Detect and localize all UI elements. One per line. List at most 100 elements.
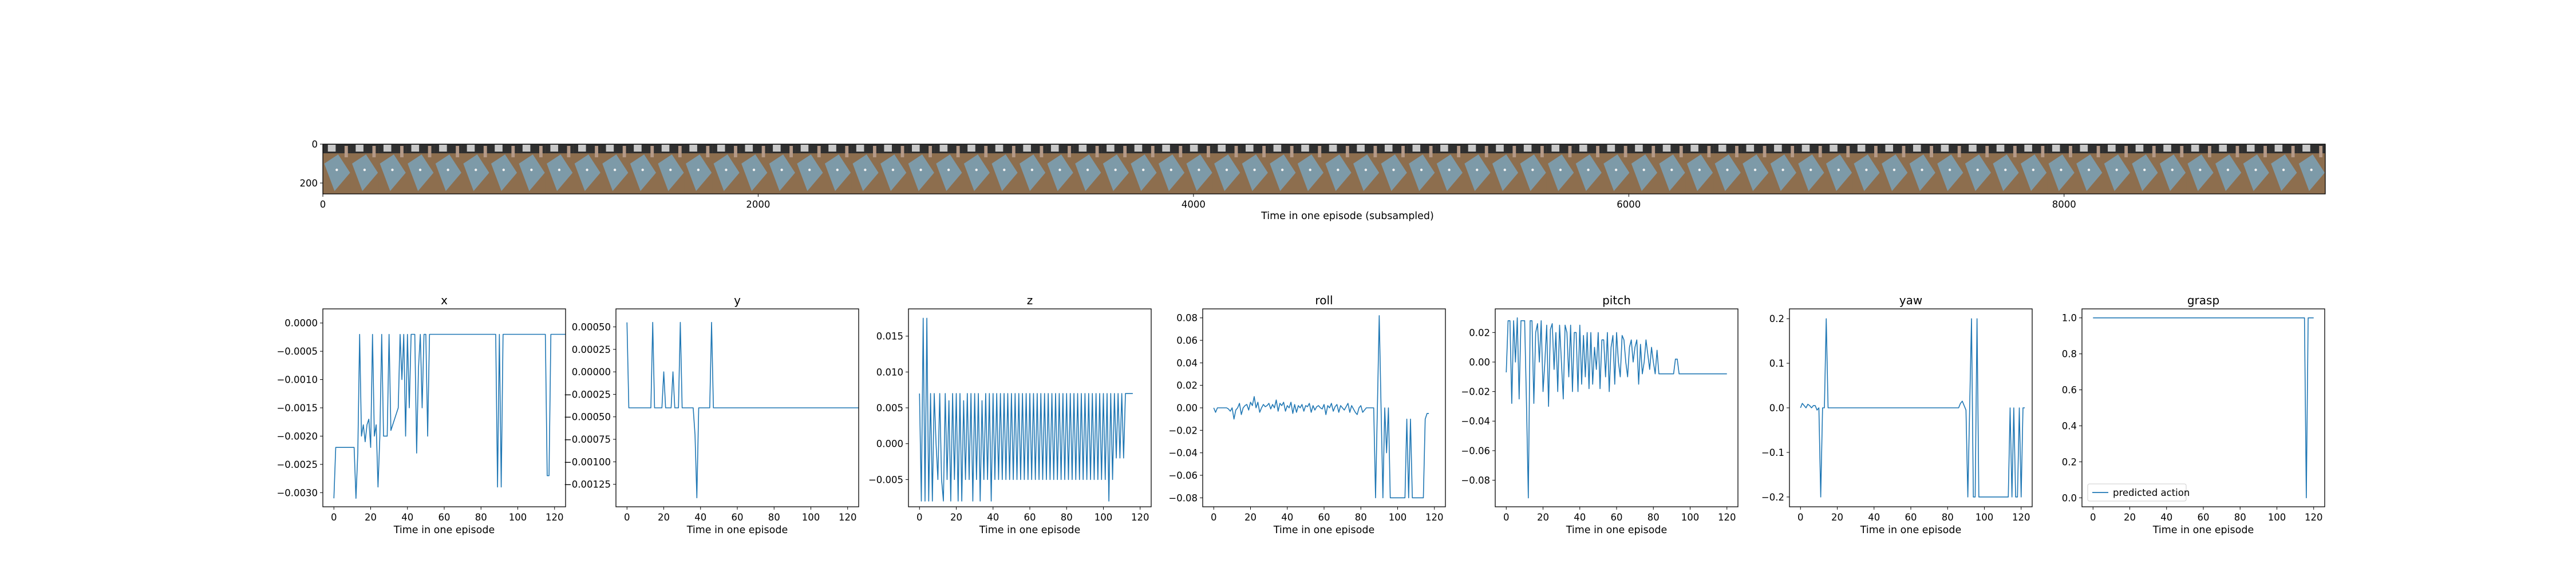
- x-tick-label: 80: [768, 512, 780, 523]
- strip-frame: [1630, 144, 1658, 194]
- x-tick-label: 60: [1611, 512, 1623, 523]
- x-tick-label: 40: [2160, 512, 2172, 523]
- series-line: [919, 317, 1133, 502]
- strip-frame: [879, 144, 907, 194]
- x-axis-label: Time in one episode: [686, 525, 788, 536]
- strip-frame: [1992, 144, 2020, 194]
- x-tick-label: 0: [624, 512, 630, 523]
- y-tick-label: −0.00125: [564, 479, 611, 490]
- x-axis-label: Time in one episode: [1273, 525, 1374, 536]
- y-tick-label: −0.00050: [564, 412, 611, 423]
- y-tick-label: 0.000: [876, 439, 903, 450]
- y-tick-label: 0.00000: [572, 367, 611, 378]
- y-tick-label: −0.0025: [276, 459, 318, 470]
- y-tick-label: 0.1: [1769, 358, 1784, 369]
- action-panels: x0 20 40 60 80 100 1200.0000−0.0005−0.0010−0.0…: [276, 293, 2325, 536]
- strip-frame: [1546, 144, 1575, 194]
- strip-frame: [1602, 144, 1630, 194]
- y-tick-label: −0.00100: [564, 456, 611, 467]
- panel-title: z: [1027, 293, 1033, 307]
- strip-y-tick-label: 200: [300, 178, 318, 189]
- strip-x-tick-label: 8000: [2052, 199, 2076, 210]
- strip-frame: [907, 144, 935, 194]
- x-tick-label: 0: [916, 512, 923, 523]
- strip-frame: [378, 144, 407, 194]
- x-tick-label: 60: [732, 512, 744, 523]
- strip-frame: [434, 144, 463, 194]
- strip-frame: [2269, 144, 2298, 194]
- y-tick-label: 0.00: [1469, 357, 1490, 368]
- strip-frame: [2242, 144, 2270, 194]
- y-tick-label: −0.08: [1461, 475, 1490, 486]
- strip-x-tick-label: 4000: [1182, 199, 1206, 210]
- strip-x-tick-label: 6000: [1617, 199, 1641, 210]
- strip-frame: [1185, 144, 1214, 194]
- legend-label: predicted action: [2113, 487, 2190, 498]
- strip-frame: [1574, 144, 1603, 194]
- strip-frame: [2158, 144, 2187, 194]
- x-tick-label: 60: [1905, 512, 1917, 523]
- y-tick-label: −0.04: [1168, 448, 1198, 459]
- panel-roll: roll 0 20 40 60 80 100 120 0.08 0.06 0.04 0.02 0.00 −…: [1168, 293, 1446, 536]
- panel-yaw: yaw 0 20 40 60 80 100 120 0.2 0.1 0.0 −0.1 −0.2 Time …: [1761, 293, 2033, 536]
- panel-title: y: [734, 293, 741, 307]
- x-tick-label: 80: [1647, 512, 1660, 523]
- y-tick-label: 0.0: [2062, 492, 2077, 503]
- strip-frame: [1463, 144, 1491, 194]
- strip-frame: [461, 144, 490, 194]
- strip-frame: [2130, 144, 2159, 194]
- x-tick-label: 100: [2268, 512, 2286, 523]
- x-tick-label: 120: [1131, 512, 1149, 523]
- series-line: [1213, 315, 1429, 499]
- strip-frame: [1713, 144, 1742, 194]
- x-tick-label: 100: [509, 512, 527, 523]
- strip-frame: [1380, 144, 1408, 194]
- x-tick-label: 20: [1537, 512, 1549, 523]
- series-line: [626, 321, 859, 499]
- strip-frame: [1407, 144, 1436, 194]
- y-tick-label: 0.015: [876, 331, 903, 342]
- strip-frame: [1880, 144, 1909, 194]
- x-tick-label: 40: [1574, 512, 1586, 523]
- x-tick-label: 80: [475, 512, 487, 523]
- y-tick-label: 0.0000: [285, 318, 318, 329]
- strip-frame: [1824, 144, 1853, 194]
- y-tick-label: 0.06: [1176, 335, 1198, 346]
- strip-frame: [1018, 144, 1046, 194]
- strip-y-tick-label: 0: [312, 139, 318, 150]
- strip-frame: [1240, 144, 1269, 194]
- strip-frame: [2075, 144, 2103, 194]
- x-tick-label: 80: [2234, 512, 2246, 523]
- strip-frame: [1157, 144, 1186, 194]
- y-tick-label: −0.1: [1761, 447, 1784, 458]
- x-tick-label: 0: [1797, 512, 1804, 523]
- panel-title: x: [441, 293, 448, 307]
- image-strip-frame-border: [322, 144, 2326, 194]
- x-tick-label: 60: [1024, 512, 1036, 523]
- strip-frame: [1296, 144, 1325, 194]
- x-axis-label: Time in one episode: [1566, 525, 1667, 536]
- y-tick-label: −0.00025: [564, 389, 611, 400]
- x-tick-label: 60: [438, 512, 451, 523]
- strip-frame: [1435, 144, 1464, 194]
- x-tick-label: 100: [1389, 512, 1407, 523]
- x-tick-label: 20: [658, 512, 670, 523]
- y-tick-label: −0.2: [1761, 492, 1784, 503]
- strip-frame: [517, 144, 546, 194]
- strip-frame: [1519, 144, 1547, 194]
- x-axis-label: Time in one episode: [393, 525, 495, 536]
- y-tick-label: −0.0005: [276, 346, 318, 357]
- strip-frame: [1852, 144, 1881, 194]
- strip-frame: [851, 144, 880, 194]
- y-tick-label: −0.0015: [276, 403, 318, 414]
- strip-frame: [1741, 144, 1769, 194]
- strip-frame: [1352, 144, 1380, 194]
- y-tick-label: 0.02: [1469, 327, 1490, 338]
- x-tick-label: 120: [839, 512, 857, 523]
- x-tick-label: 40: [401, 512, 413, 523]
- legend: predicted action: [2087, 483, 2190, 502]
- strip-frame: [1073, 144, 1102, 194]
- x-tick-label: 100: [1095, 512, 1113, 523]
- strip-frame: [2019, 144, 2048, 194]
